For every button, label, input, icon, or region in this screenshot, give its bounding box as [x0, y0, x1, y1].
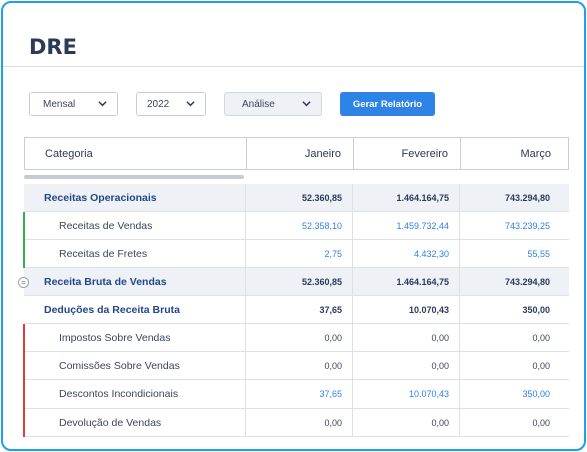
cell-january: 37,65 — [246, 296, 353, 323]
horizontal-scrollbar[interactable] — [24, 175, 244, 179]
cell-february: 0,00 — [353, 324, 460, 351]
year-select[interactable]: 2022 — [136, 92, 206, 116]
cell-march: 0,00 — [532, 417, 550, 428]
row-label: Comissões Sobre Vendas — [24, 352, 246, 379]
equals-icon[interactable]: = — [18, 277, 29, 288]
table-header: Categoria Janeiro Fevereiro Março — [24, 137, 569, 170]
cell-march: 0,00 — [532, 332, 550, 343]
deduction-indicator-bar — [23, 324, 25, 352]
row-label: Receita Bruta de Vendas — [24, 268, 246, 295]
cell-march: 0,00 — [532, 360, 550, 371]
column-header-february[interactable]: Fevereiro — [354, 138, 461, 169]
cell-march-link[interactable]: 55,55 — [527, 248, 550, 259]
cell-january-link[interactable]: 37,65 — [246, 380, 353, 408]
year-select-value: 2022 — [147, 98, 170, 110]
page-title: DRE — [29, 35, 77, 59]
column-header-category[interactable]: Categoria — [25, 138, 247, 169]
cell-march-link[interactable]: 350,00 — [522, 389, 550, 399]
cell-february-link[interactable]: 10.070,43 — [353, 380, 460, 408]
period-select-value: Mensal — [43, 98, 76, 110]
cell-january: 0,00 — [246, 324, 353, 351]
table-row[interactable]: Descontos Incondicionais 37,65 10.070,43… — [23, 380, 569, 409]
cell-january: 0,00 — [246, 409, 353, 436]
row-label: Receitas Operacionais — [24, 184, 246, 211]
cell-february-link[interactable]: 1.459.732,44 — [353, 212, 460, 239]
column-header-january[interactable]: Janeiro — [247, 138, 354, 169]
cell-january-link[interactable]: 2,75 — [246, 240, 353, 267]
cell-january-link[interactable]: 52.358,10 — [246, 212, 353, 239]
table-row[interactable]: Receitas de Vendas 52.358,10 1.459.732,4… — [23, 212, 569, 240]
cell-january: 52.360,85 — [246, 184, 353, 211]
deduction-indicator-bar — [23, 409, 25, 437]
table-row[interactable]: = Receita Bruta de Vendas 52.360,85 1.46… — [18, 268, 569, 296]
table-body: Receitas Operacionais 52.360,85 1.464.16… — [18, 184, 569, 437]
table-row[interactable]: Impostos Sobre Vendas 0,00 0,00 0,00 — [23, 324, 569, 352]
revenue-indicator-bar — [23, 212, 25, 240]
filter-bar: Mensal 2022 Análise Gerar Relatório — [3, 92, 584, 118]
row-label: Devolução de Vendas — [24, 409, 246, 436]
row-label: Impostos Sobre Vendas — [24, 324, 246, 351]
cell-february: 0,00 — [353, 352, 460, 379]
column-header-march[interactable]: Março — [520, 147, 551, 160]
deduction-indicator-bar — [23, 352, 25, 380]
row-label: Deduções da Receita Bruta — [24, 296, 246, 323]
mode-select-value: Análise — [242, 98, 275, 110]
cell-february-link[interactable]: 4.432,30 — [353, 240, 460, 267]
cell-march: 350,00 — [522, 304, 550, 315]
cell-january: 0,00 — [246, 352, 353, 379]
cell-march-link[interactable]: 743.239,25 — [504, 220, 550, 231]
chevron-down-icon — [186, 101, 195, 107]
row-label: Descontos Incondicionais — [24, 380, 246, 408]
row-label: Receitas de Vendas — [24, 212, 246, 239]
chevron-down-icon — [302, 101, 311, 107]
mode-select[interactable]: Análise — [224, 92, 322, 116]
cell-february: 10.070,43 — [353, 296, 460, 323]
dre-table: Categoria Janeiro Fevereiro Março Receit… — [18, 137, 569, 437]
cell-march: 743.294,80 — [504, 276, 550, 287]
cell-february: 1.464.164,75 — [353, 184, 460, 211]
revenue-indicator-bar — [23, 240, 25, 268]
row-label: Receitas de Fretes — [24, 240, 246, 267]
cell-march: 743.294,80 — [504, 192, 550, 203]
period-select[interactable]: Mensal — [29, 92, 118, 116]
cell-february: 0,00 — [353, 409, 460, 436]
chevron-down-icon — [98, 101, 107, 107]
table-row[interactable]: Receitas Operacionais 52.360,85 1.464.16… — [24, 184, 569, 212]
cell-january: 52.360,85 — [246, 268, 353, 295]
cell-february: 1.464.164,75 — [353, 268, 460, 295]
deduction-indicator-bar — [23, 380, 25, 409]
table-row[interactable]: Devolução de Vendas 0,00 0,00 0,00 — [23, 409, 569, 437]
table-row[interactable]: Receitas de Fretes 2,75 4.432,30 55,55 — [23, 240, 569, 268]
panel-header: DRE — [3, 3, 584, 67]
generate-report-button[interactable]: Gerar Relatório — [340, 92, 435, 116]
table-row[interactable]: Comissões Sobre Vendas 0,00 0,00 0,00 — [23, 352, 569, 380]
table-row[interactable]: Deduções da Receita Bruta 37,65 10.070,4… — [24, 296, 569, 324]
